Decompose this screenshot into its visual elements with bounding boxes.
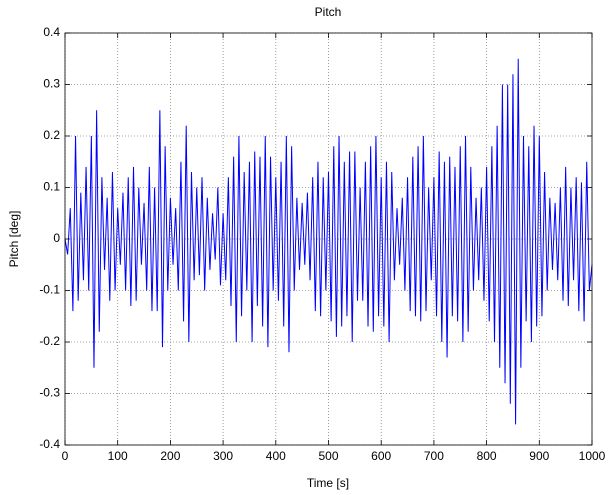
x-axis-label: Time [s] [307, 476, 349, 490]
x-tick-label: 300 [213, 449, 233, 463]
x-tick-label: 1000 [579, 449, 606, 463]
x-tick-label: 200 [160, 449, 180, 463]
y-tick-label: -0.2 [39, 334, 60, 348]
x-tick-label: 900 [529, 449, 549, 463]
chart-title: Pitch [315, 5, 342, 19]
y-tick-label: -0.4 [39, 437, 60, 451]
y-tick-label: -0.1 [39, 283, 60, 297]
x-tick-label: 800 [477, 449, 497, 463]
x-tick-label: 500 [318, 449, 338, 463]
x-tick-label: 0 [62, 449, 69, 463]
x-tick-label: 700 [424, 449, 444, 463]
y-tick-label: 0.1 [43, 180, 60, 194]
axes-box [64, 32, 593, 446]
x-tick-label: 400 [266, 449, 286, 463]
y-axis-label: Pitch [deg] [7, 211, 21, 268]
y-tick-label: 0.2 [43, 128, 60, 142]
x-tick-label: 100 [108, 449, 128, 463]
y-tick-label: -0.3 [39, 386, 60, 400]
y-tick-label: 0.3 [43, 77, 60, 91]
y-tick-label: 0.4 [43, 25, 60, 39]
data-line [64, 58, 593, 425]
y-tick-label: 0 [53, 231, 60, 245]
x-tick-label: 600 [371, 449, 391, 463]
